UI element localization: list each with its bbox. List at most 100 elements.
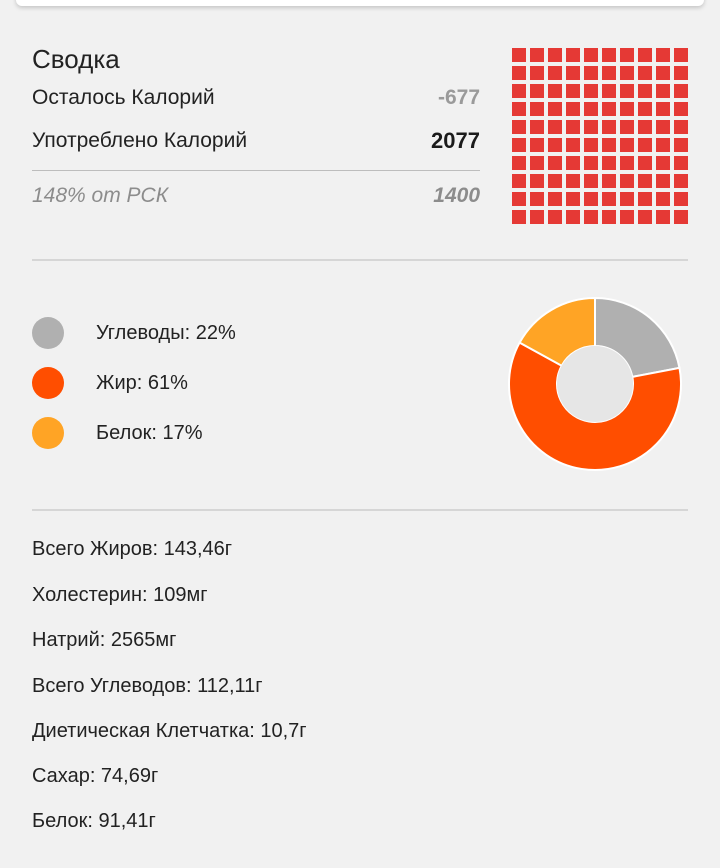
calorie-grid-cell	[674, 192, 688, 206]
carbs-color-dot	[32, 317, 64, 349]
nutrient-sodium: Натрий: 2565мг	[32, 629, 177, 651]
calorie-grid-cell	[638, 138, 652, 152]
calorie-grid-cell	[530, 156, 544, 170]
calorie-grid-cell	[638, 120, 652, 134]
calorie-grid-cell	[620, 138, 634, 152]
calorie-grid-cell	[602, 210, 616, 224]
calorie-grid-cell	[566, 48, 580, 62]
calorie-grid-cell	[584, 156, 598, 170]
calorie-grid-cell	[512, 102, 526, 116]
consumed-calories-label: Употреблено Калорий	[32, 129, 248, 152]
calorie-grid-cell	[638, 156, 652, 170]
calorie-grid-cell	[512, 120, 526, 134]
calorie-grid-cell	[584, 48, 598, 62]
donut-hole	[557, 346, 633, 422]
legend-label-fat: Жир: 61%	[96, 371, 188, 394]
calorie-grid-cell	[548, 174, 562, 188]
calorie-grid-cell	[548, 138, 562, 152]
calorie-grid-cell	[566, 84, 580, 98]
calorie-grid-cell	[674, 84, 688, 98]
calorie-grid-cell	[584, 102, 598, 116]
calorie-grid-cell	[584, 210, 598, 224]
calorie-grid-cell	[530, 174, 544, 188]
calorie-grid-cell	[530, 210, 544, 224]
remaining-calories-label: Осталось Калорий	[32, 86, 215, 109]
calorie-grid-cell	[548, 84, 562, 98]
calorie-grid-cell	[530, 138, 544, 152]
remaining-calories-row: Осталось Калорий -677	[32, 86, 480, 110]
previous-card	[16, 0, 704, 6]
calorie-grid-cell	[530, 66, 544, 80]
calorie-grid-cell	[656, 84, 670, 98]
calorie-grid-cell	[620, 66, 634, 80]
calorie-grid-cell	[584, 138, 598, 152]
calorie-grid-cell	[566, 120, 580, 134]
section-divider	[32, 509, 688, 511]
summary-section: Сводка Осталось Калорий -677 Употреблено…	[32, 40, 480, 207]
calorie-grid-cell	[566, 174, 580, 188]
calorie-grid-cell	[512, 210, 526, 224]
rsk-value: 1400	[433, 184, 480, 207]
calorie-grid-cell	[638, 210, 652, 224]
calorie-grid-cell	[656, 102, 670, 116]
calorie-grid-cell	[512, 66, 526, 80]
calorie-grid-cell	[656, 48, 670, 62]
calorie-grid-cell	[602, 120, 616, 134]
calorie-grid-cell	[656, 156, 670, 170]
summary-title: Сводка	[32, 44, 120, 74]
calorie-grid-cell	[512, 174, 526, 188]
nutrient-fiber: Диетическая Клетчатка: 10,7г	[32, 720, 307, 742]
calorie-grid-cell	[566, 210, 580, 224]
fat-color-dot	[32, 367, 64, 399]
calorie-grid-cell	[602, 102, 616, 116]
nutrient-protein: Белок: 91,41г	[32, 810, 156, 832]
calorie-grid-cell	[674, 48, 688, 62]
consumed-calories-value: 2077	[431, 128, 480, 153]
calorie-grid-cell	[620, 192, 634, 206]
calorie-grid-cell	[656, 66, 670, 80]
legend-item-carbs: Углеводы: 22%	[32, 316, 332, 350]
calorie-grid-cell	[656, 120, 670, 134]
calorie-grid-cell	[548, 210, 562, 224]
nutrient-total-carbs: Всего Углеводов: 112,11г	[32, 675, 263, 697]
summary-divider	[32, 170, 480, 171]
calorie-grid-cell	[548, 102, 562, 116]
calorie-grid-cell	[548, 120, 562, 134]
calorie-grid-cell	[620, 156, 634, 170]
calorie-grid-cell	[674, 156, 688, 170]
calorie-grid-cell	[530, 48, 544, 62]
calorie-grid-cell	[638, 66, 652, 80]
calorie-grid-cell	[584, 120, 598, 134]
calorie-grid-cell	[620, 102, 634, 116]
legend-label-protein: Белок: 17%	[96, 421, 203, 444]
calorie-grid-cell	[512, 48, 526, 62]
legend-item-protein: Белок: 17%	[32, 416, 332, 450]
calorie-grid-cell	[638, 48, 652, 62]
calorie-grid-cell	[566, 192, 580, 206]
calorie-grid-cell	[512, 84, 526, 98]
calorie-grid-cell	[674, 174, 688, 188]
calorie-grid	[512, 48, 688, 228]
calorie-grid-cell	[638, 102, 652, 116]
calorie-grid-cell	[602, 84, 616, 98]
calorie-grid-cell	[584, 192, 598, 206]
macros-donut-chart	[508, 296, 682, 471]
calorie-grid-cell	[602, 192, 616, 206]
calorie-grid-cell	[620, 120, 634, 134]
legend-label-carbs: Углеводы: 22%	[96, 321, 236, 344]
remaining-calories-value: -677	[437, 86, 480, 109]
calorie-grid-cell	[674, 102, 688, 116]
calorie-grid-cell	[548, 48, 562, 62]
calorie-grid-cell	[548, 192, 562, 206]
calorie-grid-cell	[602, 48, 616, 62]
calorie-grid-cell	[638, 84, 652, 98]
nutrient-sugar: Сахар: 74,69г	[32, 765, 159, 787]
calorie-grid-cell	[620, 174, 634, 188]
calorie-grid-cell	[584, 174, 598, 188]
calorie-grid-cell	[512, 192, 526, 206]
calorie-grid-cell	[512, 156, 526, 170]
calorie-grid-cell	[674, 66, 688, 80]
calorie-grid-cell	[530, 102, 544, 116]
calorie-grid-cell	[602, 174, 616, 188]
calorie-grid-cell	[566, 138, 580, 152]
